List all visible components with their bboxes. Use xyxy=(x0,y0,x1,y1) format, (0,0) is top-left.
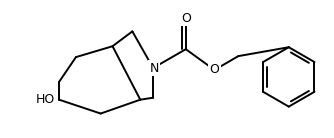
Text: N: N xyxy=(149,62,159,75)
Text: O: O xyxy=(181,12,191,25)
Text: HO: HO xyxy=(36,93,55,106)
Text: O: O xyxy=(209,63,219,76)
